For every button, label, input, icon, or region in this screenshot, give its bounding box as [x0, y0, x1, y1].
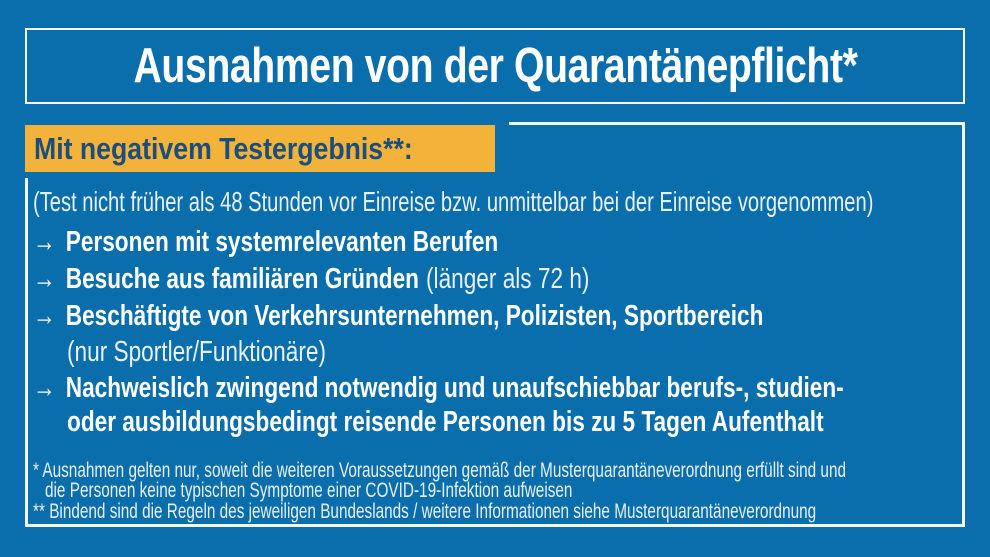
bullet-text: Personen mit systemrelevanten Berufen — [65, 226, 499, 258]
footnote-1: * Ausnahmen gelten nur, soweit die weite… — [33, 459, 847, 482]
content-frame-bottom-line — [25, 524, 965, 527]
arrow-icon: → — [33, 372, 56, 404]
bullet-item-1: → Personen mit systemrelevanten Berufen — [33, 226, 498, 259]
content-frame-left-line — [25, 178, 28, 524]
arrow-icon: → — [33, 226, 56, 258]
bullet-text: Nachweislich zwingend notwendig und unau… — [65, 372, 844, 404]
page-title: Ausnahmen von der Quarantänepflicht* — [133, 39, 857, 93]
bullet-text: Beschäftigte von Verkehrsunternehmen, Po… — [65, 300, 764, 332]
footnote-2: ** Bindend sind die Regeln des jeweilige… — [33, 500, 817, 523]
footnote-1-line2: die Personen keine typischen Symptome ei… — [45, 479, 573, 502]
bullet-item-2: → Besuche aus familiären Gründen (länger a… — [33, 263, 589, 296]
bullet-item-3-subline: (nur Sportler/Funktionäre) — [67, 336, 326, 368]
arrow-icon: → — [33, 263, 56, 295]
arrow-icon: → — [33, 300, 56, 332]
bullet-item-4-line2: oder ausbildungsbedingt reisende Persone… — [67, 406, 824, 438]
content-frame-top-line — [509, 122, 965, 125]
subtitle-highlight: Mit negativem Testergebnis**: — [25, 125, 495, 172]
bullet-item-3: → Beschäftigte von Verkehrsunternehmen, P… — [33, 300, 763, 333]
bullet-item-4: → Nachweislich zwingend notwendig und una… — [33, 372, 844, 405]
test-timing-note: (Test nicht früher als 48 Stunden vor Ei… — [33, 186, 874, 217]
title-banner: Ausnahmen von der Quarantänepflicht* — [25, 28, 965, 104]
subtitle-label: Mit negativem Testergebnis**: — [34, 130, 413, 166]
bullet-text-regular: (länger als 72 h) — [426, 263, 590, 295]
content-frame-right-line — [962, 122, 965, 527]
bullet-text: Besuche aus familiären Gründen — [65, 263, 419, 295]
